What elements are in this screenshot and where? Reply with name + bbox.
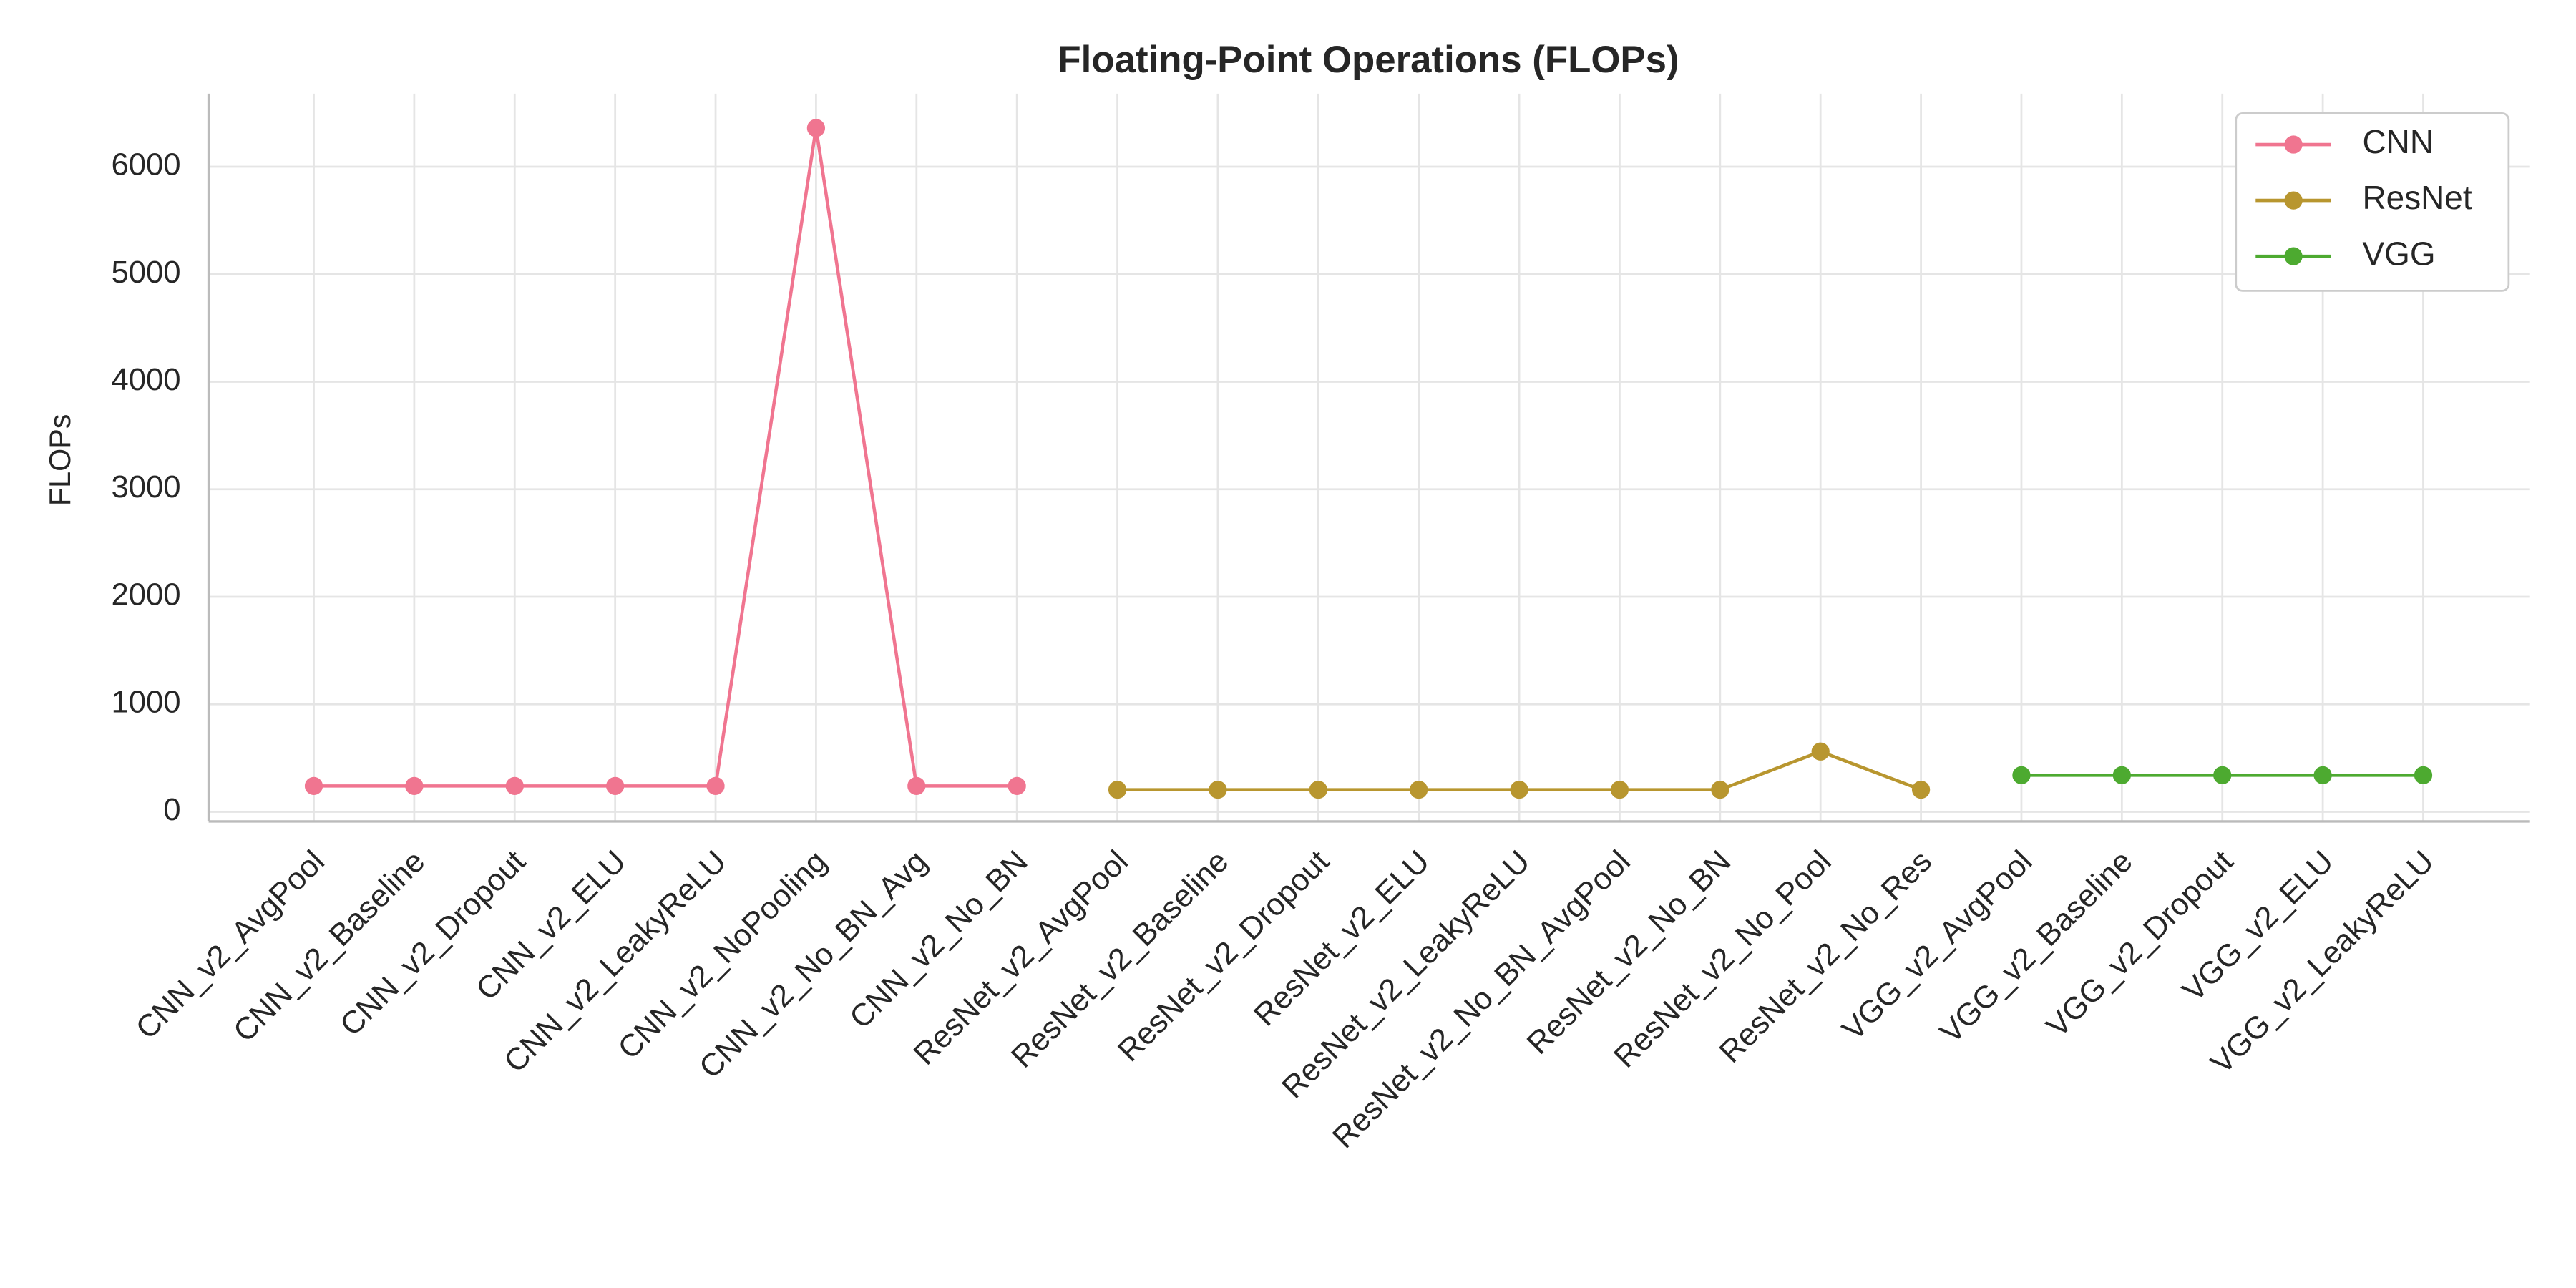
legend-label: ResNet	[2363, 179, 2472, 216]
legend-marker	[2284, 135, 2303, 154]
legend-label: CNN	[2363, 123, 2434, 160]
point	[1108, 781, 1127, 799]
point	[907, 776, 926, 796]
x-tick-label: VGG_v2_Dropout	[2040, 844, 2240, 1044]
y-tick-label: 4000	[112, 363, 181, 397]
point	[2313, 766, 2332, 784]
x-tick-label: CNN_v2_Dropout	[333, 844, 532, 1043]
x-tick-label: CNN_v2_AvgPool	[130, 844, 331, 1046]
point	[1008, 776, 1026, 796]
legend-label: VGG	[2363, 235, 2436, 272]
x-tick-label: VGG_v2_Baseline	[1933, 844, 2140, 1050]
y-tick-label: 6000	[112, 148, 181, 182]
y-tick-label: 5000	[112, 255, 181, 290]
point	[2012, 766, 2031, 784]
x-tick-label: VGG_v2_AvgPool	[1836, 844, 2039, 1048]
legend-marker	[2284, 247, 2303, 265]
y-axis-label: FLOPs	[44, 414, 77, 507]
point	[304, 776, 323, 796]
point	[405, 776, 424, 796]
point	[1711, 781, 1729, 799]
point	[1410, 781, 1428, 799]
legend-box	[2235, 112, 2510, 292]
point	[2414, 766, 2433, 784]
point	[1811, 742, 1830, 761]
point	[1911, 781, 1931, 799]
point	[606, 776, 625, 796]
chart-title: Floating-Point Operations (FLOPs)	[1058, 39, 1679, 81]
x-tick-label: CNN_v2_Baseline	[227, 844, 431, 1049]
point	[505, 776, 524, 796]
x-tick-label: ResNet_v2_ELU	[1247, 844, 1436, 1033]
point	[1610, 781, 1629, 799]
point	[706, 776, 725, 796]
x-tick-label: CNN_v2_No_BN	[844, 844, 1035, 1035]
point	[2213, 766, 2232, 784]
y-tick-label: 3000	[112, 470, 181, 504]
y-tick-label: 2000	[112, 577, 181, 612]
point	[1510, 781, 1528, 799]
point	[2112, 766, 2131, 784]
series-line	[313, 127, 1018, 788]
point	[1209, 781, 1227, 799]
point	[1309, 781, 1327, 799]
y-tick-label: 1000	[112, 686, 181, 720]
y-tick-label: 0	[163, 793, 180, 827]
legend-marker	[2284, 191, 2303, 210]
point	[806, 119, 826, 137]
